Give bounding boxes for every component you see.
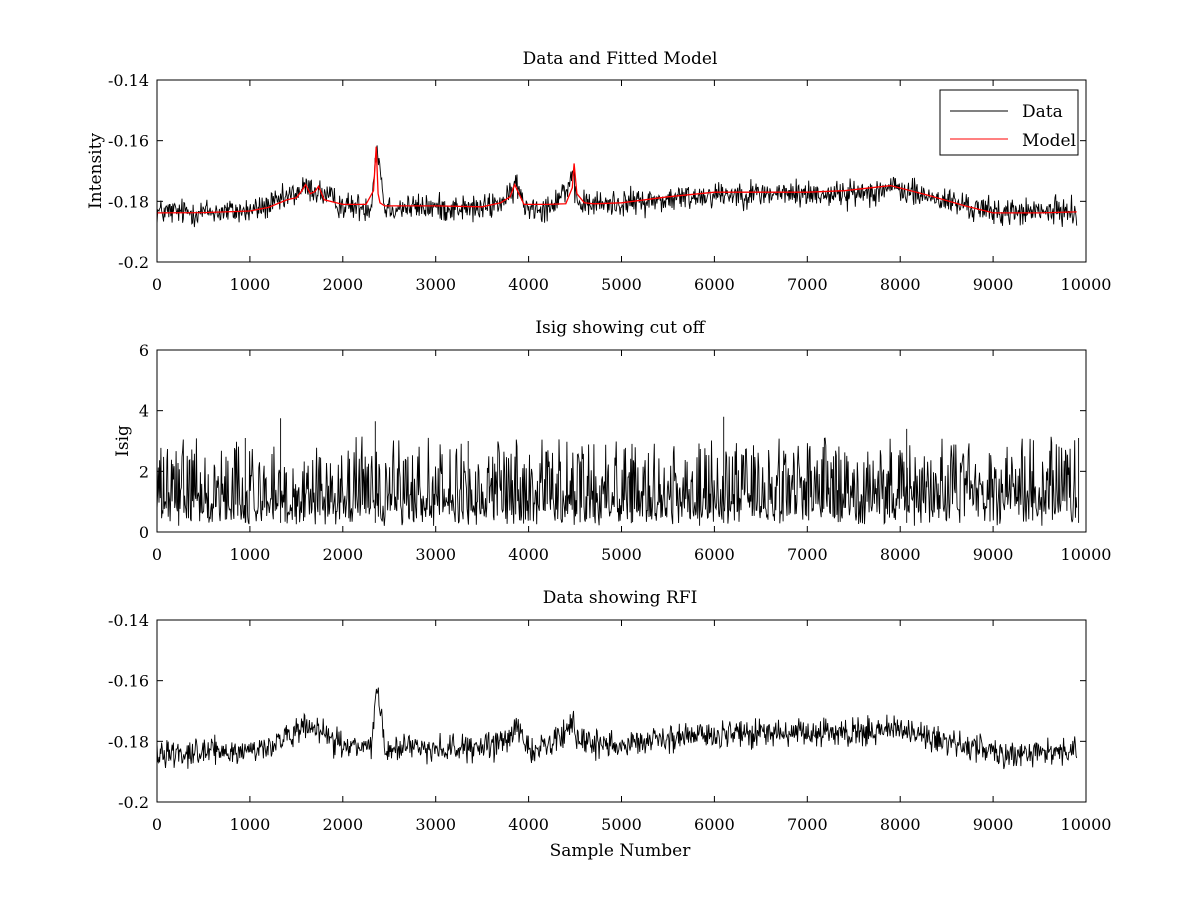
x-tick-label: 5000 <box>601 545 642 564</box>
chart-title: Data showing RFI <box>543 588 698 608</box>
panel-data-showing-rfi: Data showing RFI Sample Number 0 1000 2000… <box>108 588 1111 861</box>
x-tick-label: 0 <box>152 815 162 834</box>
x-tick-label: 9000 <box>973 545 1014 564</box>
plot-area: 0 1000 2000 3000 4000 5000 6000 7000 8000 9000 100… <box>108 71 1111 294</box>
legend-entry-model: Model <box>1022 131 1076 151</box>
x-tick-label: 5000 <box>601 815 642 834</box>
x-tick-label: 7000 <box>787 545 828 564</box>
x-tick-label: 8000 <box>880 815 921 834</box>
x-tick-label: 9000 <box>973 275 1014 294</box>
x-tick-label: 6000 <box>694 815 735 834</box>
x-tick-label: 10000 <box>1061 275 1112 294</box>
y-tick-label: -0.16 <box>108 132 149 151</box>
x-tick-label: 6000 <box>694 545 735 564</box>
x-tick-label: 0 <box>152 275 162 294</box>
x-tick-label: 10000 <box>1061 545 1112 564</box>
y-tick-label: -0.2 <box>118 253 149 272</box>
x-tick-label: 7000 <box>787 275 828 294</box>
x-tick-label: 5000 <box>601 275 642 294</box>
x-tick-label: 4000 <box>508 815 549 834</box>
y-tick-label: -0.18 <box>108 192 149 211</box>
series-data <box>156 145 1078 228</box>
x-axis-label: Sample Number <box>550 841 692 861</box>
x-tick-label: 4000 <box>508 275 549 294</box>
y-tick-label: 4 <box>139 402 149 421</box>
y-axis-label: Intensity <box>86 133 106 209</box>
chart-title: Isig showing cut off <box>535 318 706 338</box>
legend-box <box>939 89 1079 156</box>
chart-title: Data and Fitted Model <box>523 49 718 69</box>
y-tick-label: -0.18 <box>108 732 149 751</box>
x-tick-label: 8000 <box>880 275 921 294</box>
series-line-0 <box>156 687 1078 770</box>
series-model <box>156 146 1077 214</box>
x-tick-label: 8000 <box>880 545 921 564</box>
x-tick-label: 2000 <box>322 275 363 294</box>
x-tick-label: 1000 <box>230 545 271 564</box>
plot-area: 0 1000 2000 3000 4000 5000 6000 7000 8000 9000 100… <box>139 341 1112 564</box>
plot-area: 0 1000 2000 3000 4000 5000 6000 7000 8000 9000 100… <box>108 611 1111 834</box>
legend: Data Model <box>939 89 1079 156</box>
y-tick-label: -0.14 <box>108 611 149 630</box>
y-tick-label: 6 <box>139 341 149 360</box>
x-tick-label: 7000 <box>787 815 828 834</box>
panel-data-and-fitted-model: Data and Fitted Model Intensity 0 1000 200… <box>86 49 1111 294</box>
y-tick-label: -0.14 <box>108 71 149 90</box>
x-tick-label: 3000 <box>415 545 456 564</box>
x-tick-label: 1000 <box>230 275 271 294</box>
x-tick-label: 2000 <box>322 815 363 834</box>
y-tick-label: -0.2 <box>118 793 149 812</box>
legend-entry-data: Data <box>1022 102 1063 122</box>
x-tick-label: 1000 <box>230 815 271 834</box>
x-tick-label: 9000 <box>973 815 1014 834</box>
series-line-0 <box>156 416 1080 526</box>
x-tick-label: 3000 <box>415 815 456 834</box>
x-tick-label: 3000 <box>415 275 456 294</box>
x-tick-label: 6000 <box>694 275 735 294</box>
y-axis-label: Isig <box>113 425 133 457</box>
y-tick-label: -0.16 <box>108 672 149 691</box>
y-tick-label: 2 <box>139 462 149 481</box>
x-tick-label: 0 <box>152 545 162 564</box>
x-tick-label: 2000 <box>322 545 363 564</box>
x-tick-label: 4000 <box>508 545 549 564</box>
x-tick-label: 10000 <box>1061 815 1112 834</box>
panel-isig-showing-cut-off: Isig showing cut off Isig 0 1000 2000 3000 4… <box>113 318 1111 564</box>
y-tick-label: 0 <box>139 523 149 542</box>
